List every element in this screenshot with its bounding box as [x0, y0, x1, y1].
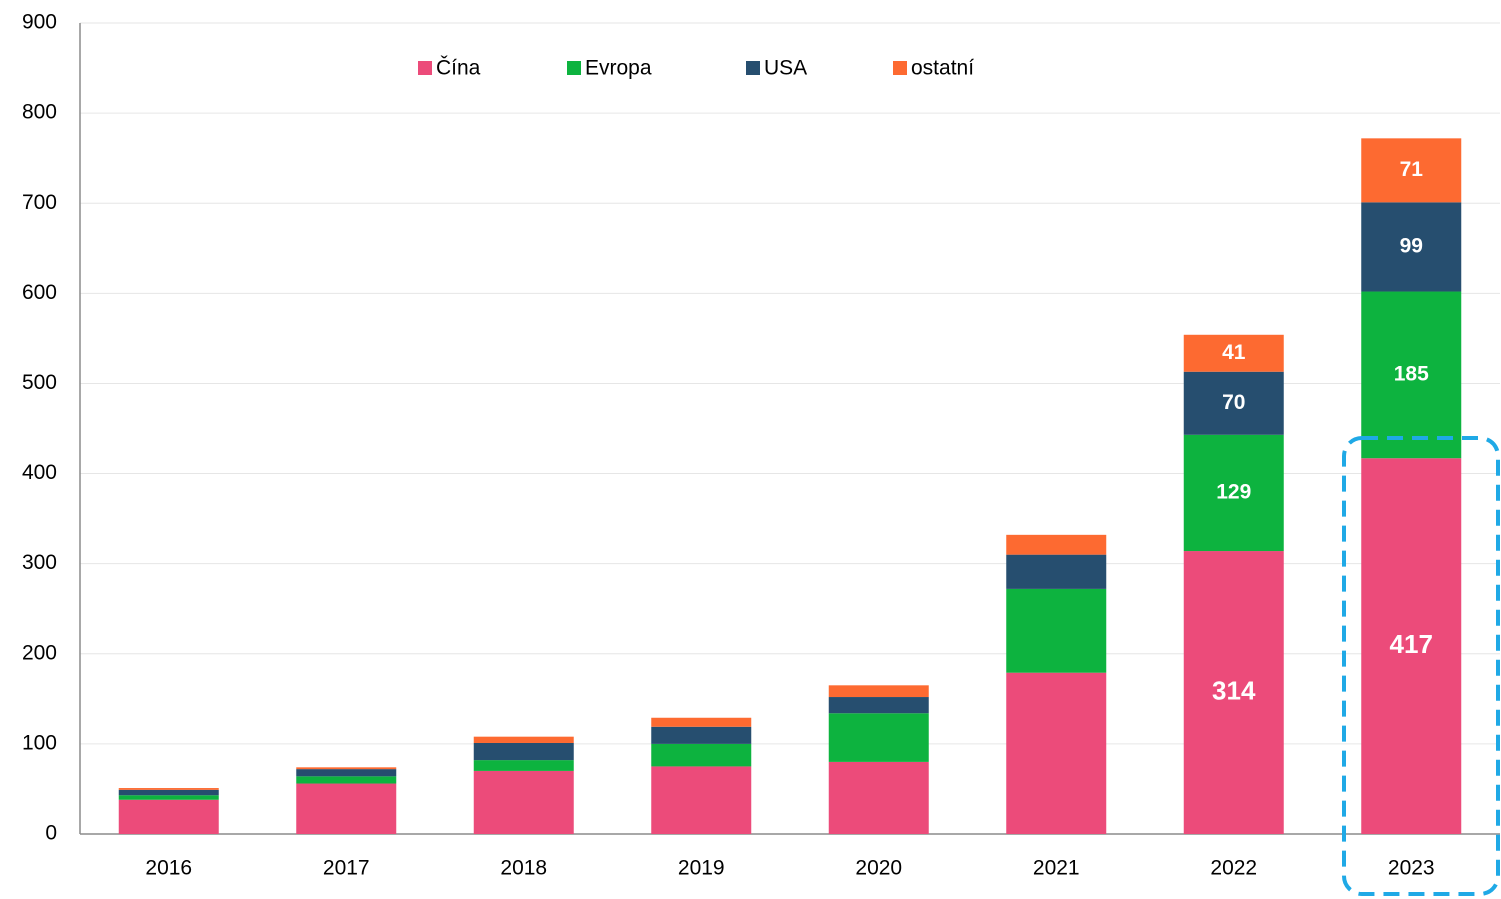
bar-segment: [1361, 202, 1462, 292]
bar-segment: [1183, 434, 1284, 552]
bar-segment: [473, 760, 574, 771]
bar-segment: [1006, 672, 1107, 834]
bar-segment: [1361, 458, 1462, 834]
legend-swatch: [746, 61, 760, 75]
legend-label: ostatní: [911, 57, 974, 80]
data-label: 70: [1222, 391, 1245, 414]
bar-segment: [828, 685, 929, 698]
x-tick-label: 2017: [323, 857, 370, 880]
legend-label: USA: [764, 57, 807, 80]
bar-segment: [1183, 371, 1284, 435]
bar-segment: [296, 767, 397, 770]
x-tick-label: 2020: [855, 857, 902, 880]
legend-swatch: [567, 61, 581, 75]
legend-label: Čína: [436, 57, 481, 80]
data-label: 129: [1216, 480, 1251, 503]
bar-segment: [1361, 138, 1462, 203]
bar-segment: [1006, 554, 1107, 589]
bar-segment: [473, 736, 574, 743]
x-tick-label: 2016: [145, 857, 192, 880]
bar-segment: [1183, 551, 1284, 834]
y-tick-label: 100: [22, 731, 57, 754]
data-label: 71: [1400, 158, 1424, 181]
bar-segment: [296, 776, 397, 784]
highlight-box: [1342, 436, 1500, 896]
bar-segment: [296, 783, 397, 834]
x-tick-label: 2022: [1210, 857, 1257, 880]
x-tick-label: 2018: [500, 857, 547, 880]
data-label: 99: [1400, 234, 1423, 257]
bar-segment: [1183, 334, 1284, 372]
x-tick-label: 2021: [1033, 857, 1080, 880]
y-tick-label: 200: [22, 641, 57, 664]
bar-segment: [651, 743, 752, 767]
y-tick-label: 500: [22, 371, 57, 394]
data-label: 185: [1394, 362, 1429, 385]
y-tick-label: 300: [22, 551, 57, 574]
legend-label: Evropa: [585, 57, 652, 80]
bar-segment: [118, 799, 219, 834]
x-tick-label: 2023: [1388, 857, 1435, 880]
bar-segment: [473, 770, 574, 834]
bar-segment: [118, 795, 219, 800]
y-tick-label: 600: [22, 281, 57, 304]
data-label: 41: [1222, 341, 1246, 364]
x-tick-label: 2019: [678, 857, 725, 880]
bar-segment: [473, 742, 574, 761]
legend-swatch: [893, 61, 907, 75]
y-tick-label: 800: [22, 101, 57, 124]
legend-swatch: [418, 61, 432, 75]
bar-segment: [651, 717, 752, 727]
bar-segment: [651, 726, 752, 744]
y-tick-label: 700: [22, 191, 57, 214]
y-tick-label: 400: [22, 461, 57, 484]
bar-segment: [1006, 588, 1107, 673]
data-label: 417: [1390, 629, 1433, 659]
bar-segment: [118, 788, 219, 790]
y-tick-label: 900: [22, 11, 57, 34]
bar-segment: [828, 761, 929, 834]
bar-segment: [1006, 534, 1107, 555]
bar-segment: [1361, 291, 1462, 459]
bar-segment: [118, 789, 219, 796]
y-tick-label: 0: [45, 822, 57, 845]
bar-segment: [828, 713, 929, 762]
bar-segment: [296, 769, 397, 777]
bar-segment: [651, 766, 752, 834]
bar-segment: [828, 697, 929, 714]
data-label: 314: [1212, 675, 1256, 705]
